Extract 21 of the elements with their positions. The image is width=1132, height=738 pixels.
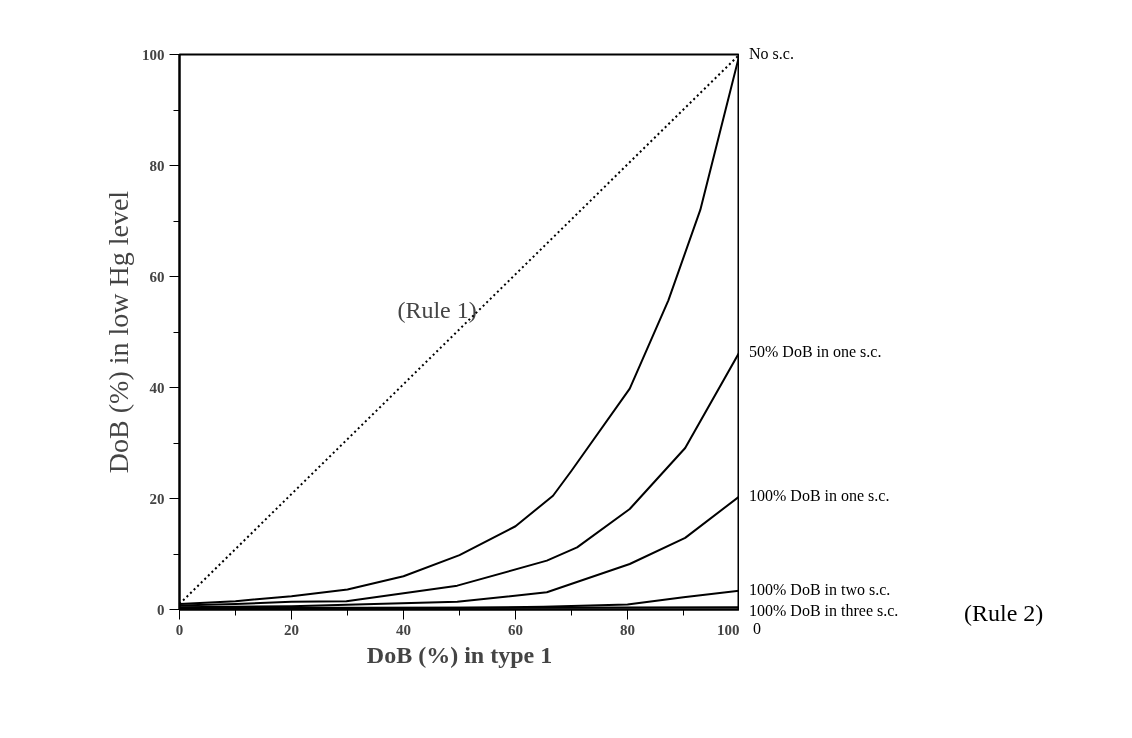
- x-tick-label: 100: [717, 621, 740, 638]
- x-tick-label: 0: [175, 621, 184, 638]
- series-label: 50% DoB in one s.c.: [749, 341, 882, 362]
- y-tick-label: 20: [149, 490, 165, 507]
- y-tick-label: 100: [142, 46, 165, 63]
- y-axis-title: DoB (%) in low Hg level: [103, 190, 134, 474]
- series-label: No s.c.: [749, 43, 794, 64]
- x-tick-label: 20: [284, 621, 299, 638]
- x-tick-label: 40: [396, 621, 411, 638]
- series-label: 100% DoB in two s.c.: [749, 579, 891, 600]
- y-tick-label: 80: [149, 157, 165, 174]
- text: (Rule 2): [964, 598, 1044, 628]
- x-tick-label: 60: [508, 621, 523, 638]
- x-axis-title: DoB (%) in type 1: [366, 641, 553, 668]
- series-label: 100% DoB in one s.c.: [749, 485, 890, 506]
- series-label: 100% DoB in three s.c.: [749, 601, 899, 619]
- annotation: (Rule 1): [397, 296, 477, 323]
- y-tick-label: 0: [157, 601, 165, 618]
- y-tick-label: 60: [149, 268, 165, 285]
- x-tick-label: 80: [620, 621, 635, 638]
- y-tick-label: 40: [149, 379, 165, 396]
